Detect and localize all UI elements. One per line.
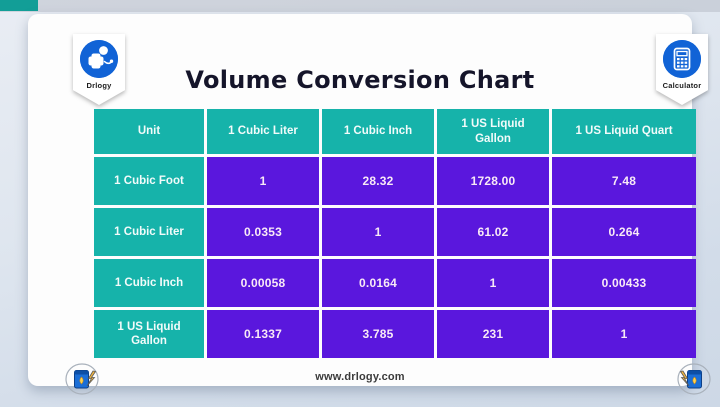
fuel-can-lightning-icon — [670, 357, 714, 401]
calculator-badge-label: Calculator — [662, 81, 702, 90]
table-cell: 1 — [322, 208, 434, 256]
conversion-table: Unit 1 Cubic Liter 1 Cubic Inch 1 US Liq… — [94, 109, 696, 358]
column-header-cubic-inch: 1 Cubic Inch — [322, 109, 434, 154]
background-teal-corner — [0, 0, 38, 11]
table-cell: 0.1337 — [207, 310, 319, 358]
table-cell: 28.32 — [322, 157, 434, 205]
row-header-cubic-foot: 1 Cubic Foot — [94, 157, 204, 205]
table-cell: 7.48 — [552, 157, 696, 205]
row-header-cubic-liter: 1 Cubic Liter — [94, 208, 204, 256]
row-header-us-liquid-gallon: 1 US Liquid Gallon — [94, 310, 204, 358]
row-header-cubic-inch: 1 Cubic Inch — [94, 259, 204, 307]
table-cell: 61.02 — [437, 208, 549, 256]
table-cell: 0.0164 — [322, 259, 434, 307]
drlogy-badge: Drlogy — [73, 34, 125, 105]
table-cell: 1 — [207, 157, 319, 205]
page-title: Volume Conversion Chart — [185, 66, 535, 94]
background-top-band — [0, 0, 720, 12]
fuel-can-lightning-icon — [62, 357, 106, 401]
conversion-chart-card: Drlogy Calcu — [28, 14, 711, 395]
drlogy-logo-icon — [80, 40, 118, 78]
table-cell: 3.785 — [322, 310, 434, 358]
table-cell: 0.264 — [552, 208, 696, 256]
table-cell: 1 — [437, 259, 549, 307]
drlogy-badge-label: Drlogy — [86, 81, 112, 90]
table-cell: 1 — [552, 310, 696, 358]
table-cell: 0.00433 — [552, 259, 696, 307]
column-header-us-liquid-quart: 1 US Liquid Quart — [552, 109, 696, 154]
calculator-icon — [663, 40, 701, 78]
column-header-cubic-liter: 1 Cubic Liter — [207, 109, 319, 154]
calculator-badge: Calculator — [656, 34, 708, 105]
table-cell: 0.0353 — [207, 208, 319, 256]
table-cell: 1728.00 — [437, 157, 549, 205]
table-cell: 231 — [437, 310, 549, 358]
column-header-us-liquid-gallon: 1 US Liquid Gallon — [437, 109, 549, 154]
table-cell: 0.00058 — [207, 259, 319, 307]
column-header-unit: Unit — [94, 109, 204, 154]
footer-url: www.drlogy.com — [315, 371, 405, 383]
